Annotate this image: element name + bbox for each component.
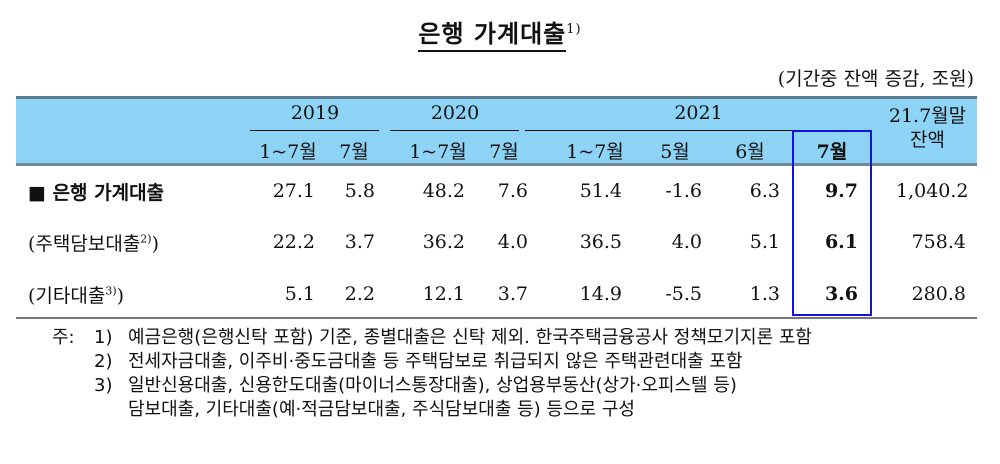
table-title: 은행 가계대출1) — [0, 14, 1000, 52]
cell: 36.5 — [579, 231, 622, 253]
year-2019: 2019 — [290, 102, 340, 124]
cell-balance: 758.4 — [911, 231, 966, 253]
year-2020: 2020 — [430, 102, 480, 124]
title-text: 은행 가계대출 — [418, 19, 567, 52]
label-close: ) — [151, 233, 160, 255]
highlight-box-july-2021 — [792, 130, 872, 316]
cell: -1.6 — [665, 180, 702, 202]
year-2021: 2021 — [674, 102, 723, 124]
cell: 22.2 — [272, 231, 315, 253]
cell: 14.9 — [579, 283, 622, 305]
cell: 1.3 — [749, 283, 780, 305]
cell: 12.1 — [422, 283, 465, 305]
col-2020-jul: 7월 — [489, 141, 519, 163]
cell-highlighted: 9.7 — [824, 180, 858, 202]
footnote-3-continuation: 담보대출, 기타대출(예·적금담보대출, 주식담보대출 등) 등으로 구성 — [128, 399, 635, 420]
label-text: (기타대출 — [28, 285, 106, 307]
row-label-household-loans: ■ 은행 가계대출 — [28, 182, 165, 204]
footnote-1: 주: 1) 예금은행(은행신탁 포함) 기준, 종별대출은 신탁 제외. 한국주택금… — [52, 326, 812, 350]
cell-balance: 280.8 — [911, 283, 966, 305]
footnote-mark: 2) — [140, 232, 152, 246]
unit-label: (기간중 잔액 증감, 조원) — [777, 68, 974, 90]
row-label-other-loans: (기타대출3)) — [28, 281, 124, 308]
year-2021-rule — [525, 130, 792, 131]
cell: 27.1 — [272, 180, 315, 202]
cell: 2.2 — [344, 283, 375, 305]
year-2020-rule — [390, 130, 519, 131]
col-balance: 21.7월말 잔액 — [880, 104, 975, 152]
cell: 4.0 — [497, 231, 528, 253]
col-2021-may: 5월 — [660, 141, 690, 163]
cell: 7.6 — [497, 180, 528, 202]
footnote-3: 3) 일반신용대출, 신용한도대출(마이너스통장대출), 상업용부동산(상가·오피… — [52, 374, 812, 398]
cell-balance: 1,040.2 — [896, 180, 969, 202]
table-bottom-rule — [16, 317, 977, 319]
cell: 5.8 — [344, 180, 375, 202]
cell-highlighted: 6.1 — [824, 231, 858, 253]
cell: 36.2 — [422, 231, 465, 253]
col-2019-jan-jul: 1~7월 — [259, 141, 317, 163]
footnote-number: 2) — [94, 351, 113, 372]
footnote-mark: 3) — [105, 284, 117, 298]
footnote-text: 일반신용대출, 신용한도대출(마이너스통장대출), 상업용부동산(상가·오피스텔… — [128, 375, 737, 396]
col-2021-jul: 7월 — [816, 141, 848, 163]
col-2021-jan-jul: 1~7월 — [566, 141, 624, 163]
year-2019-rule — [250, 130, 379, 131]
cell: 6.3 — [749, 180, 780, 202]
cell: -5.5 — [665, 283, 702, 305]
footnotes: 주: 1) 예금은행(은행신탁 포함) 기준, 종별대출은 신탁 제외. 한국주택금… — [52, 326, 812, 422]
cell-highlighted: 3.6 — [824, 283, 858, 305]
row-label-mortgage: (주택담보대출2)) — [28, 229, 159, 256]
col-2020-jan-jul: 1~7월 — [409, 141, 467, 163]
label-text: (주택담보대출 — [28, 233, 141, 255]
cell: 3.7 — [497, 283, 528, 305]
notes-prefix: 주: — [52, 327, 75, 348]
label-close: ) — [116, 285, 125, 307]
footnote-text: 예금은행(은행신탁 포함) 기준, 종별대출은 신탁 제외. 한국주택금융공사 … — [128, 327, 812, 348]
cell: 5.1 — [284, 283, 315, 305]
cell: 5.1 — [749, 231, 780, 253]
cell: 3.7 — [344, 231, 375, 253]
title-footnote-mark: 1) — [566, 22, 582, 37]
footnote-number: 3) — [94, 375, 113, 396]
cell: 51.4 — [579, 180, 622, 202]
footnote-2: 2) 전세자금대출, 이주비·중도금대출 등 주택담보로 취급되지 않은 주택관련… — [52, 350, 812, 374]
footnote-number: 1) — [94, 327, 113, 348]
footnote-text: 전세자금대출, 이주비·중도금대출 등 주택담보로 취급되지 않은 주택관련대출… — [128, 351, 743, 372]
col-2021-jun: 6월 — [735, 141, 765, 163]
cell: 48.2 — [422, 180, 465, 202]
col-2019-jul: 7월 — [339, 141, 369, 163]
col-balance-line1: 21.7월말 — [888, 105, 967, 127]
col-balance-line2: 잔액 — [910, 129, 945, 151]
cell: 4.0 — [671, 231, 702, 253]
